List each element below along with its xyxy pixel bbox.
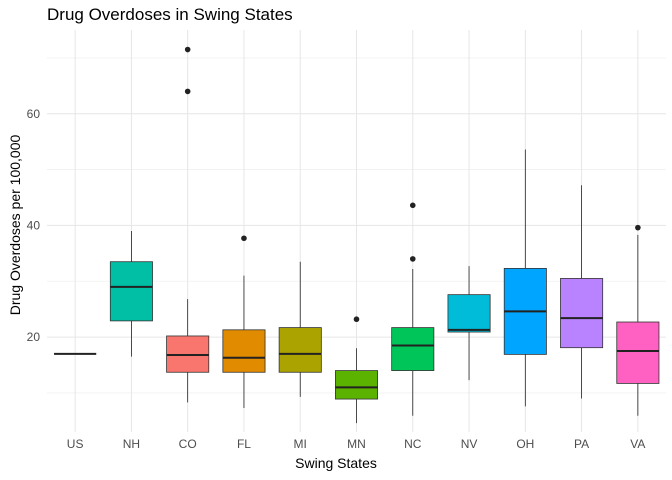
x-tick-label: MI [294,437,307,451]
x-axis-label: Swing States [295,455,377,471]
x-tick-label: PA [574,437,589,451]
x-tick-label: OH [516,437,534,451]
box-VA [616,321,660,384]
outlier-point-NC [409,256,416,262]
y-tick-label: 60 [27,107,41,121]
outlier-point-VA [635,224,641,231]
y-axis-label: Drug Overdoses per 100,000 [7,134,23,316]
x-tick-label: US [67,437,84,451]
x-tick-label: VA [630,437,645,451]
box-NH [109,261,153,322]
x-tick-label: NC [404,437,422,451]
box-MI [278,327,322,373]
box-NV [447,294,491,333]
outlier-point-MN [353,316,360,323]
box-FL [222,329,266,373]
outlier-point-CO [184,46,191,53]
box-MN [334,370,379,400]
outlier-point-NC [409,202,416,209]
x-tick-label: CO [179,437,197,451]
y-tick-label: 20 [27,330,41,344]
box-PA [560,278,604,349]
y-tick-label: 40 [27,218,41,232]
outlier-point-FL [241,235,247,242]
x-tick-label: NH [123,437,140,451]
box-NC [391,327,435,371]
x-tick-label: NV [461,437,478,451]
outlier-point-CO [184,88,191,95]
chart-title: Drug Overdoses in Swing States [47,5,293,24]
x-tick-label: MN [347,437,366,451]
x-tick-label: FL [237,437,251,451]
